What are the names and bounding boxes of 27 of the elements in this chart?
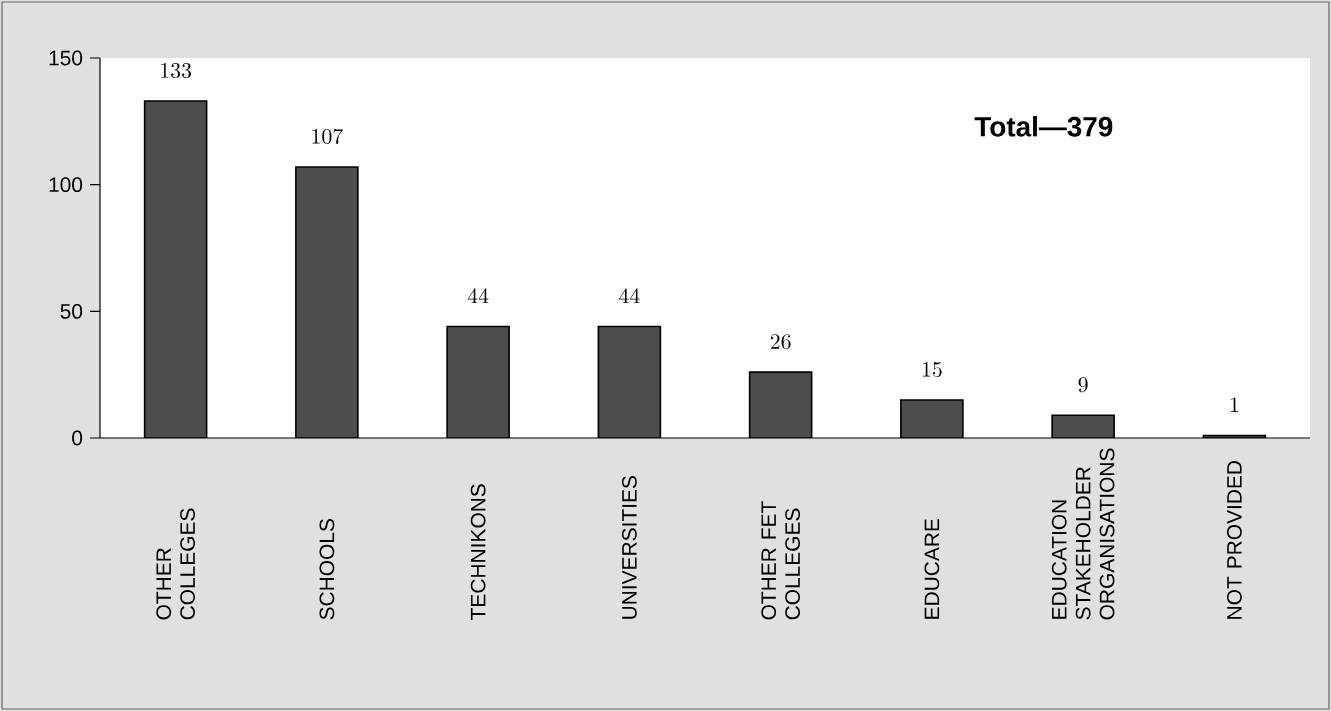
y-tick-label: 50 — [60, 303, 83, 319]
x-tick-label: SCHOOLS — [319, 519, 335, 620]
bar — [295, 166, 359, 438]
data-label: 26 — [770, 334, 791, 350]
data-label: 15 — [922, 362, 942, 378]
bar — [597, 325, 662, 438]
bar — [143, 100, 208, 438]
data-label: 9 — [1078, 377, 1088, 393]
x-tick-label: EDUCATION STAKEHOLDER ORGANISATIONS — [1051, 448, 1115, 620]
annotation: Total—379 — [974, 116, 1113, 137]
bar — [900, 399, 964, 438]
y-tick-label: 100 — [49, 177, 83, 193]
y-tick-label: 150 — [49, 50, 83, 66]
bar — [446, 325, 510, 438]
x-tick-label: UNIVERSITIES — [621, 476, 637, 619]
x-tick-label: OTHER COLLEGES — [156, 508, 195, 620]
data-label: 44 — [619, 288, 640, 304]
x-tick-label: EDUCARE — [924, 519, 940, 619]
y-tick-label: 0 — [72, 430, 83, 446]
data-label: 1 — [1230, 397, 1239, 413]
data-label: 44 — [467, 288, 489, 304]
x-tick-label: OTHER FET COLLEGES — [761, 501, 800, 620]
x-tick-label: TECHNIKONS — [470, 484, 486, 620]
bar — [748, 371, 813, 438]
data-label: 133 — [161, 63, 192, 79]
data-label: 107 — [312, 128, 343, 144]
x-tick-label: NOT PROVIDED — [1226, 461, 1242, 619]
